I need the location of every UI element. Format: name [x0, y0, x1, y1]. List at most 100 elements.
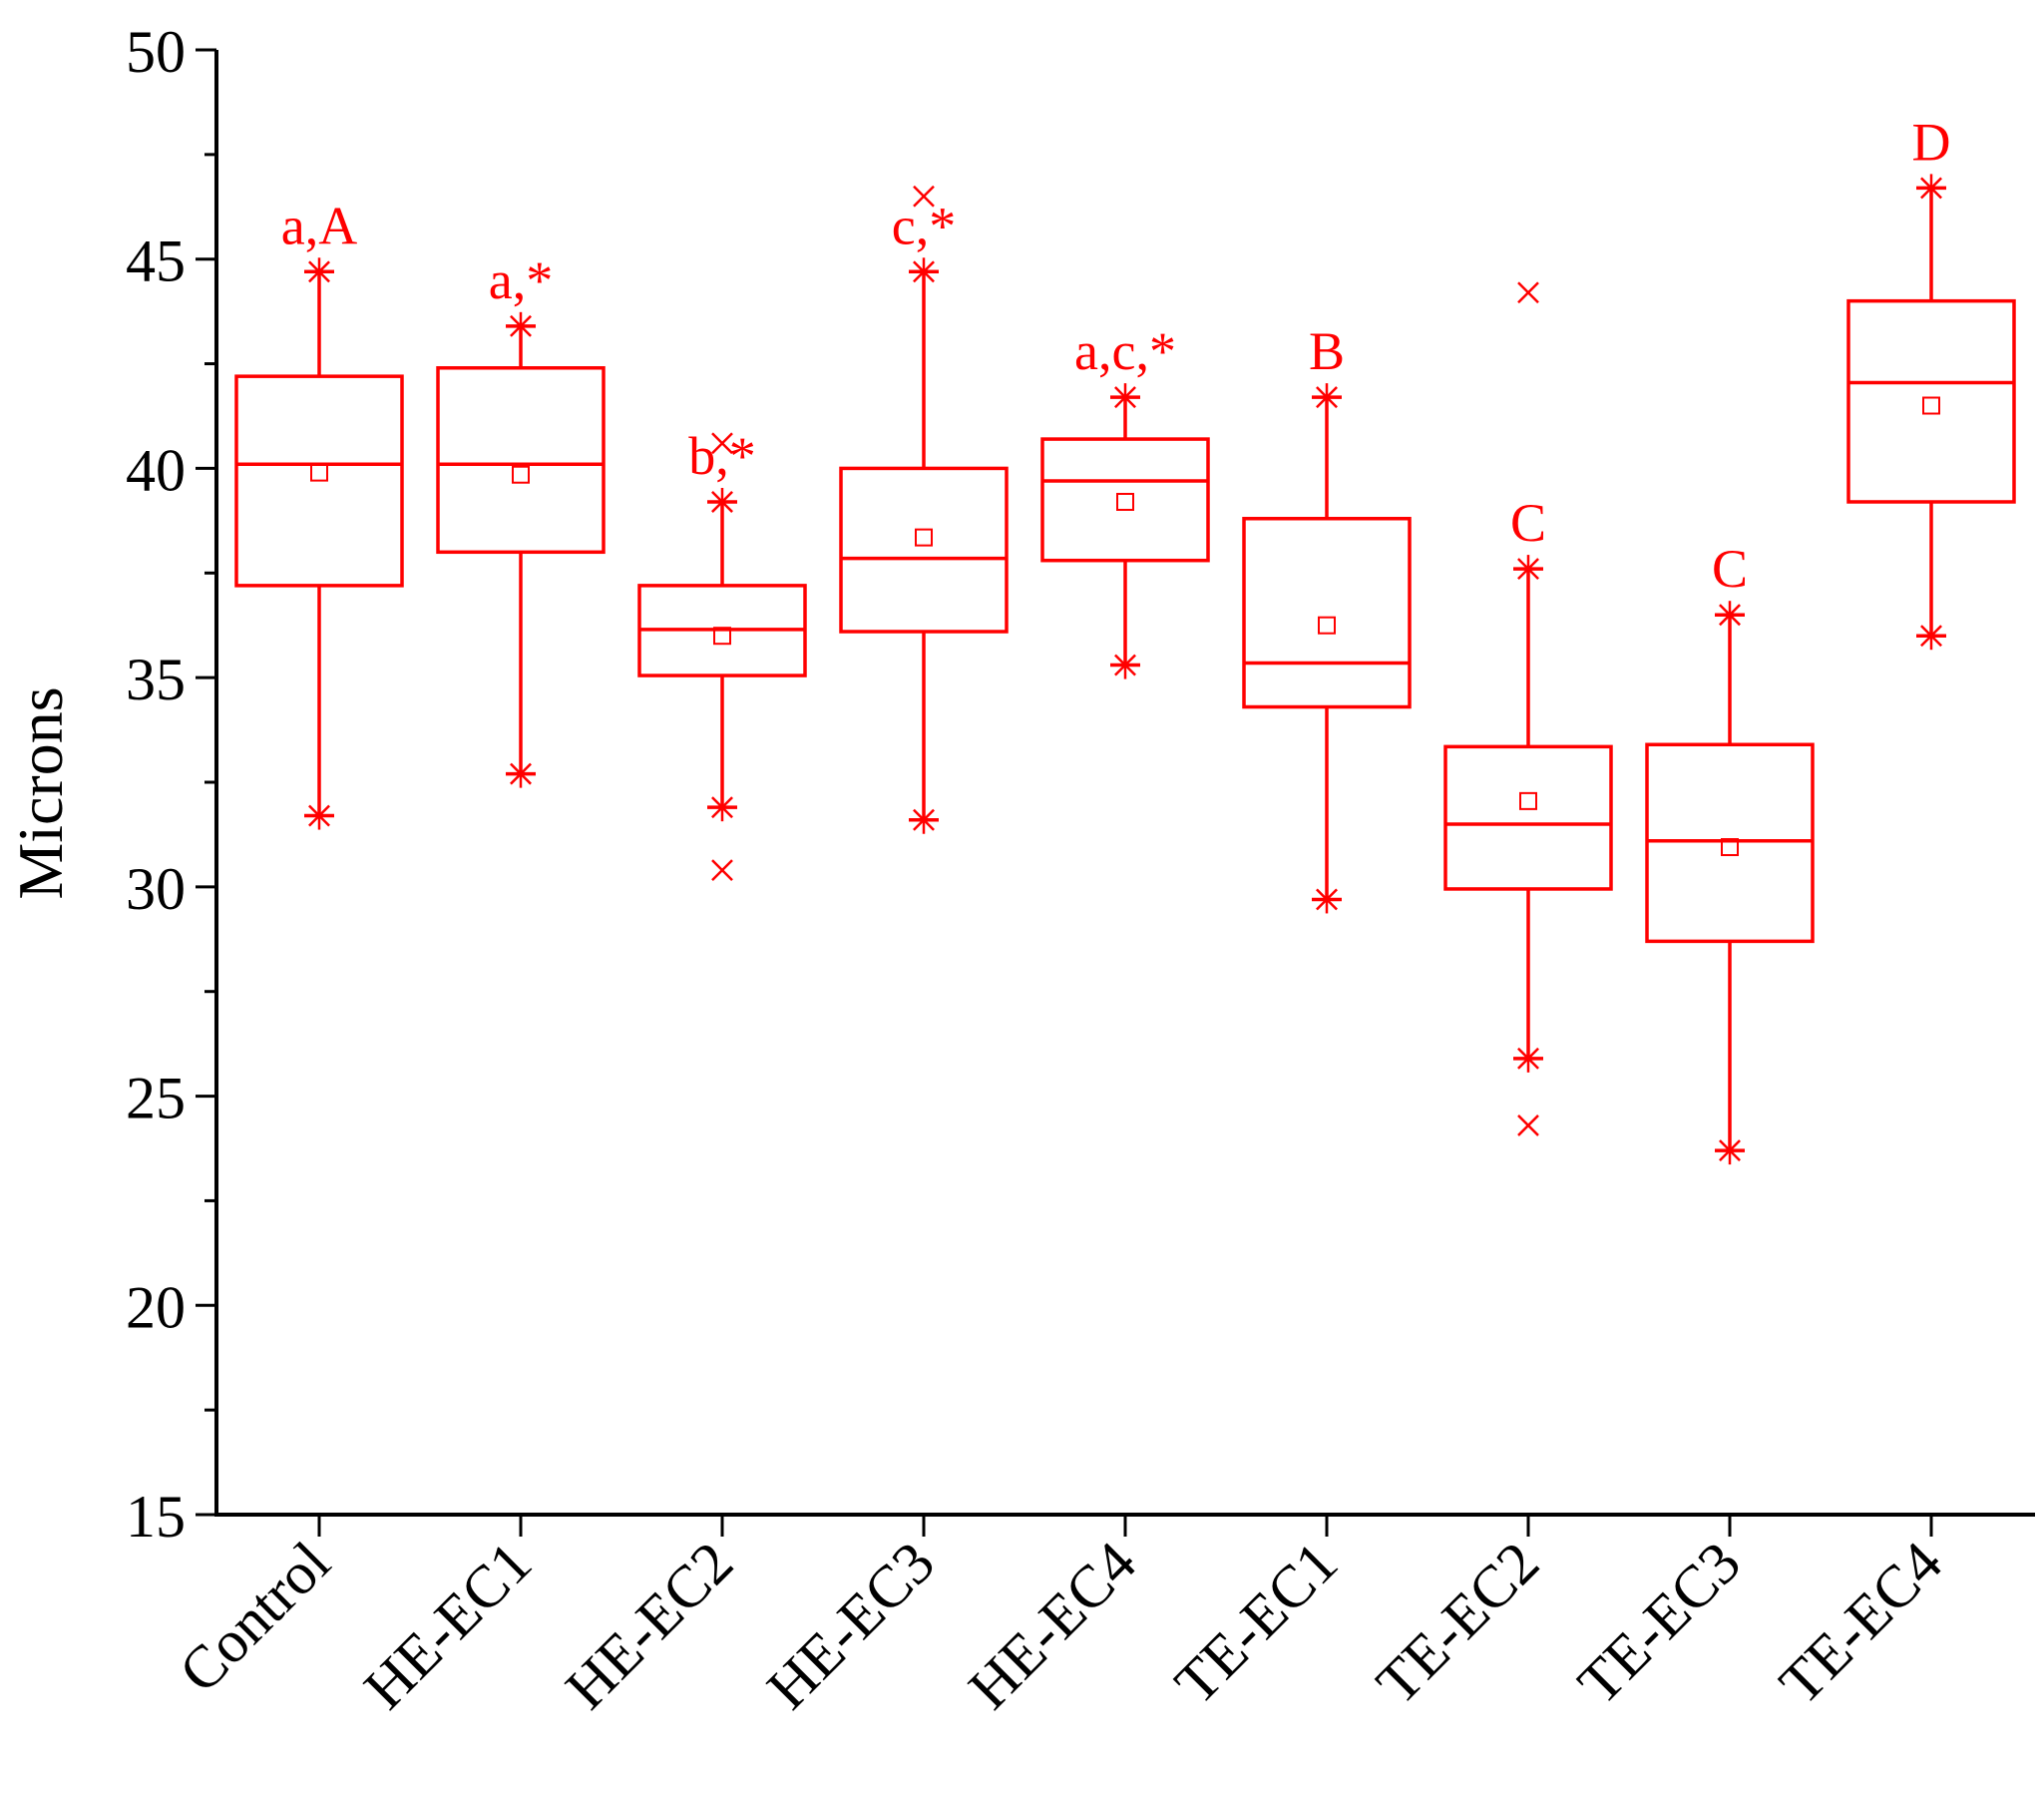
outlier-marker-stroke	[711, 859, 733, 881]
x-tick-label: TE-EC4	[1767, 1530, 1954, 1717]
y-tick-label: 40	[126, 437, 186, 503]
y-tick-label: 35	[126, 647, 186, 712]
significance-annotation: a,A	[281, 196, 357, 255]
box-group-he-ec3: c,*	[839, 185, 1009, 834]
mean-marker	[1318, 616, 1336, 635]
y-axis-label: Microns	[5, 686, 76, 899]
iqr-box	[234, 374, 404, 588]
max-marker-stroke	[1920, 177, 1942, 200]
y-tick-label: 20	[126, 1274, 186, 1340]
y-tick-label: 15	[126, 1484, 186, 1550]
box-group-control: a,A	[234, 196, 404, 830]
significance-annotation: D	[1912, 112, 1951, 172]
x-tick-label: HE-EC1	[351, 1530, 544, 1722]
y-tick-label: 50	[126, 19, 186, 85]
min-marker	[305, 801, 333, 830]
iqr-box	[839, 466, 1009, 634]
min-marker-stroke	[1114, 654, 1136, 676]
min-marker	[1917, 622, 1945, 651]
iqr-box	[1846, 298, 2016, 504]
max-marker	[507, 311, 535, 340]
significance-annotation: a,c,*	[1074, 321, 1176, 381]
outlier-marker-stroke	[711, 432, 733, 455]
box-group-te-ec1: B	[1242, 321, 1412, 914]
outlier-marker	[1517, 281, 1539, 304]
max-marker-stroke	[1114, 386, 1136, 409]
max-marker	[1716, 601, 1744, 630]
min-marker	[1313, 885, 1341, 914]
box-group-he-ec4: a,c,*	[1040, 321, 1210, 679]
outlier-marker	[711, 859, 733, 881]
max-marker	[1514, 555, 1542, 584]
significance-annotation: B	[1309, 321, 1345, 381]
max-marker	[910, 257, 938, 286]
mean-marker	[1721, 838, 1739, 857]
x-tick-label: HE-EC4	[956, 1530, 1148, 1722]
max-marker	[1111, 383, 1139, 412]
outlier-marker	[913, 185, 935, 208]
min-marker-stroke	[510, 762, 532, 785]
mean-marker	[310, 463, 328, 482]
max-marker	[1313, 383, 1341, 412]
max-marker-stroke	[510, 314, 532, 337]
max-marker	[305, 257, 333, 286]
max-marker-stroke	[1316, 386, 1338, 409]
y-tick-label: 30	[126, 856, 186, 922]
min-marker	[1111, 651, 1139, 679]
iqr-box	[1040, 437, 1210, 563]
min-marker-stroke	[1517, 1047, 1539, 1070]
outlier-marker-stroke	[1517, 281, 1539, 304]
min-marker-stroke	[1719, 1139, 1741, 1162]
significance-annotation: C	[1510, 493, 1546, 553]
max-marker-stroke	[1719, 604, 1741, 627]
y-tick-label: 45	[126, 228, 186, 294]
mean-marker	[1519, 791, 1537, 810]
outlier-marker-stroke	[1517, 1115, 1539, 1136]
min-marker	[507, 759, 535, 788]
significance-annotation: a,*	[489, 250, 553, 310]
min-marker-stroke	[1920, 625, 1942, 648]
max-marker-stroke	[913, 260, 935, 283]
significance-annotation: c,*	[892, 196, 956, 255]
x-tick-label: TE-EC1	[1162, 1530, 1350, 1717]
box-group-he-ec2: b,*	[637, 426, 807, 881]
iqr-box	[1242, 517, 1412, 709]
x-tick-label: Control	[167, 1530, 342, 1705]
max-marker	[708, 487, 736, 516]
min-marker	[910, 805, 938, 834]
mean-marker	[512, 465, 530, 484]
x-tick-label: HE-EC2	[553, 1530, 745, 1722]
max-marker-stroke	[308, 260, 330, 283]
min-marker	[1514, 1044, 1542, 1073]
box-group-he-ec1: a,*	[436, 250, 606, 788]
outlier-marker	[711, 432, 733, 455]
mean-marker	[1922, 396, 1940, 415]
mean-marker	[713, 627, 731, 646]
min-marker-stroke	[308, 804, 330, 827]
max-marker-stroke	[1517, 558, 1539, 581]
outlier-marker-stroke	[913, 185, 935, 208]
mean-marker	[1116, 492, 1134, 511]
outlier-marker	[1517, 1115, 1539, 1136]
max-marker-stroke	[711, 491, 733, 513]
min-marker-stroke	[1316, 888, 1338, 911]
min-marker	[708, 793, 736, 822]
iqr-box	[436, 366, 606, 555]
significance-annotation: b,*	[688, 426, 756, 486]
box-group-te-ec3: C	[1645, 539, 1815, 1165]
iqr-box	[1645, 742, 1815, 944]
box-group-te-ec4: D	[1846, 112, 2016, 651]
x-tick-label: HE-EC3	[754, 1530, 947, 1722]
plot-area: a,A a,* b,* c,* a,c,* B C C D	[234, 112, 2016, 1165]
min-marker-stroke	[913, 808, 935, 831]
iqr-box	[1443, 744, 1613, 891]
y-tick-label: 25	[126, 1066, 186, 1131]
box-group-te-ec2: C	[1443, 281, 1613, 1136]
min-marker	[1716, 1136, 1744, 1165]
min-marker-stroke	[711, 796, 733, 819]
x-tick-label: TE-EC3	[1565, 1530, 1753, 1717]
significance-annotation: C	[1712, 539, 1748, 599]
max-marker	[1917, 174, 1945, 203]
